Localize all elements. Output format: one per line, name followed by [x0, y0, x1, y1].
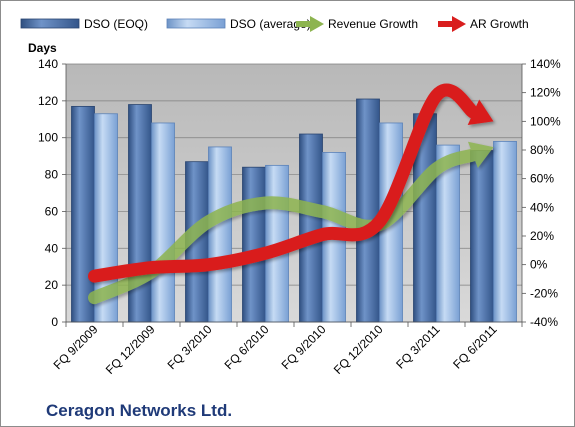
legend-label-ar-growth: AR Growth	[470, 17, 529, 31]
left-tick-label: 120	[38, 94, 58, 108]
right-axis: -40% -20% 0% 20% 40% 60% 80% 100% 120% 140%	[521, 57, 561, 329]
x-tick-label: FQ 3/2011	[393, 322, 443, 372]
right-tick-label: 60%	[530, 172, 554, 186]
legend-swatch-dso-average	[166, 18, 226, 29]
left-tick-label: 20	[45, 278, 59, 292]
legend-item-revenue-growth: Revenue Growth	[296, 16, 418, 32]
x-tick-label: FQ 6/2011	[450, 322, 500, 372]
legend-label-dso-eoq: DSO (EOQ)	[84, 17, 148, 31]
left-axis: 0 20 40 60 80 100 120 140	[38, 57, 67, 329]
x-axis: FQ 9/2009 FQ 12/2009 FQ 3/2010 FQ 6/2010 FQ …	[51, 321, 523, 377]
x-tick-label: FQ 12/2009	[103, 322, 158, 377]
x-tick-label: FQ 3/2010	[165, 322, 215, 372]
left-tick-label: 60	[45, 204, 59, 218]
chart-title: Ceragon Networks Ltd.	[46, 401, 232, 420]
growth-lines	[88, 83, 494, 305]
bar-dso-average	[208, 146, 232, 323]
x-tick-label: FQ 6/2010	[222, 322, 272, 372]
line-ar-growth	[88, 83, 494, 283]
bar-dso-eoq	[242, 166, 266, 323]
arrowhead-ar-growth	[467, 99, 494, 126]
right-tick-label: -40%	[530, 315, 558, 329]
legend-label-dso-average: DSO (average)	[230, 17, 311, 31]
legend-item-dso-eoq: DSO (EOQ)	[20, 17, 148, 31]
legend: DSO (EOQ) DSO (average) Revenue Growth A…	[20, 16, 529, 32]
bar-dso-eoq	[299, 133, 323, 323]
right-tick-label: 80%	[530, 143, 554, 157]
left-tick-label: 0	[51, 315, 58, 329]
x-tick-label: FQ 12/2010	[331, 322, 386, 377]
arrowhead-revenue-growth	[467, 141, 494, 168]
x-tick-label: FQ 9/2010	[279, 322, 329, 372]
line-body-ar-growth	[88, 83, 480, 283]
right-tick-label: 0%	[530, 258, 548, 272]
right-tick-label: 140%	[530, 57, 561, 71]
right-tick-label: 100%	[530, 114, 561, 128]
left-tick-label: 140	[38, 57, 58, 71]
legend-item-dso-average: DSO (average)	[166, 17, 311, 31]
legend-swatch-dso-eoq	[20, 18, 80, 29]
right-tick-label: 40%	[530, 200, 554, 214]
legend-arrow-red-icon	[438, 16, 466, 32]
bar-dso-eoq	[470, 150, 494, 323]
legend-item-ar-growth: AR Growth	[438, 16, 529, 32]
bar-dso-eoq	[356, 98, 380, 323]
left-tick-label: 80	[45, 168, 59, 182]
right-tick-label: 120%	[530, 86, 561, 100]
bar-dso-average	[151, 122, 175, 323]
bar-dso-eoq	[71, 105, 95, 323]
right-tick-label: 20%	[530, 229, 554, 243]
bar-dso-average	[493, 140, 517, 323]
left-tick-label: 100	[38, 131, 58, 145]
left-axis-title: Days	[28, 41, 57, 55]
right-tick-label: -20%	[530, 286, 558, 300]
legend-arrow-green-icon	[296, 16, 324, 32]
x-tick-label: FQ 9/2009	[51, 322, 101, 372]
left-tick-label: 40	[45, 241, 59, 255]
legend-label-revenue-growth: Revenue Growth	[328, 17, 418, 31]
